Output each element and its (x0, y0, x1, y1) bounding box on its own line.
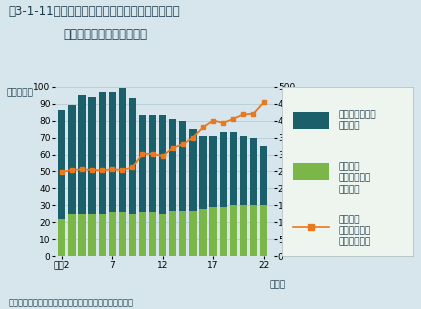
Bar (99, 91, 106, 256)
Bar (149, 212, 156, 256)
Bar (189, 129, 197, 256)
Bar (189, 211, 197, 256)
Bar (260, 205, 267, 256)
Text: 副産物・
廃棄物利用量
（左軸）: 副産物・ 廃棄物利用量 （左軸） (338, 163, 370, 194)
Bar (179, 121, 187, 256)
Bar (220, 207, 227, 256)
Bar (68, 214, 75, 256)
Bar (149, 115, 156, 256)
Bar (88, 214, 96, 256)
Bar (99, 214, 106, 256)
Text: （百万ｔ）: （百万ｔ） (7, 88, 33, 97)
Bar (78, 95, 85, 256)
Text: 出典：セメント協会「セメントハンドブック」より作成: 出典：セメント協会「セメントハンドブック」より作成 (8, 298, 133, 307)
Bar (169, 119, 176, 256)
Bar (210, 207, 217, 256)
Bar (119, 212, 126, 256)
Bar (109, 91, 116, 256)
Bar (88, 97, 96, 256)
Bar (230, 205, 237, 256)
Bar (200, 136, 207, 256)
Bar (240, 136, 247, 256)
Text: （年）: （年） (269, 280, 286, 289)
Text: 図3-1-11　セメント生産とセメント産業における: 図3-1-11 セメント生産とセメント産業における (8, 5, 180, 18)
Bar (68, 105, 75, 256)
Bar (58, 110, 65, 256)
Bar (129, 214, 136, 256)
Bar (159, 115, 166, 256)
Bar (169, 211, 176, 256)
Bar (240, 205, 247, 256)
Bar (129, 98, 136, 256)
Bar (119, 88, 126, 256)
Text: セメント生産量
（左軸）: セメント生産量 （左軸） (338, 110, 376, 131)
Bar (200, 209, 207, 256)
FancyBboxPatch shape (293, 163, 329, 180)
Bar (250, 205, 257, 256)
Bar (260, 146, 267, 256)
Bar (179, 211, 187, 256)
Bar (250, 138, 257, 256)
Bar (210, 136, 217, 256)
Bar (159, 214, 166, 256)
Text: 副産物・
廃棄物利用原
単位（右軸）: 副産物・ 廃棄物利用原 単位（右軸） (338, 215, 370, 247)
Bar (78, 214, 85, 256)
Bar (58, 219, 65, 256)
Bar (230, 132, 237, 256)
Bar (139, 115, 146, 256)
Text: （kg/t-セメント）: （kg/t-セメント） (282, 88, 335, 97)
Bar (109, 212, 116, 256)
Bar (139, 212, 146, 256)
Text: 副産物・廃棄物利用の推移: 副産物・廃棄物利用の推移 (63, 28, 147, 41)
FancyBboxPatch shape (293, 112, 329, 129)
Bar (220, 132, 227, 256)
